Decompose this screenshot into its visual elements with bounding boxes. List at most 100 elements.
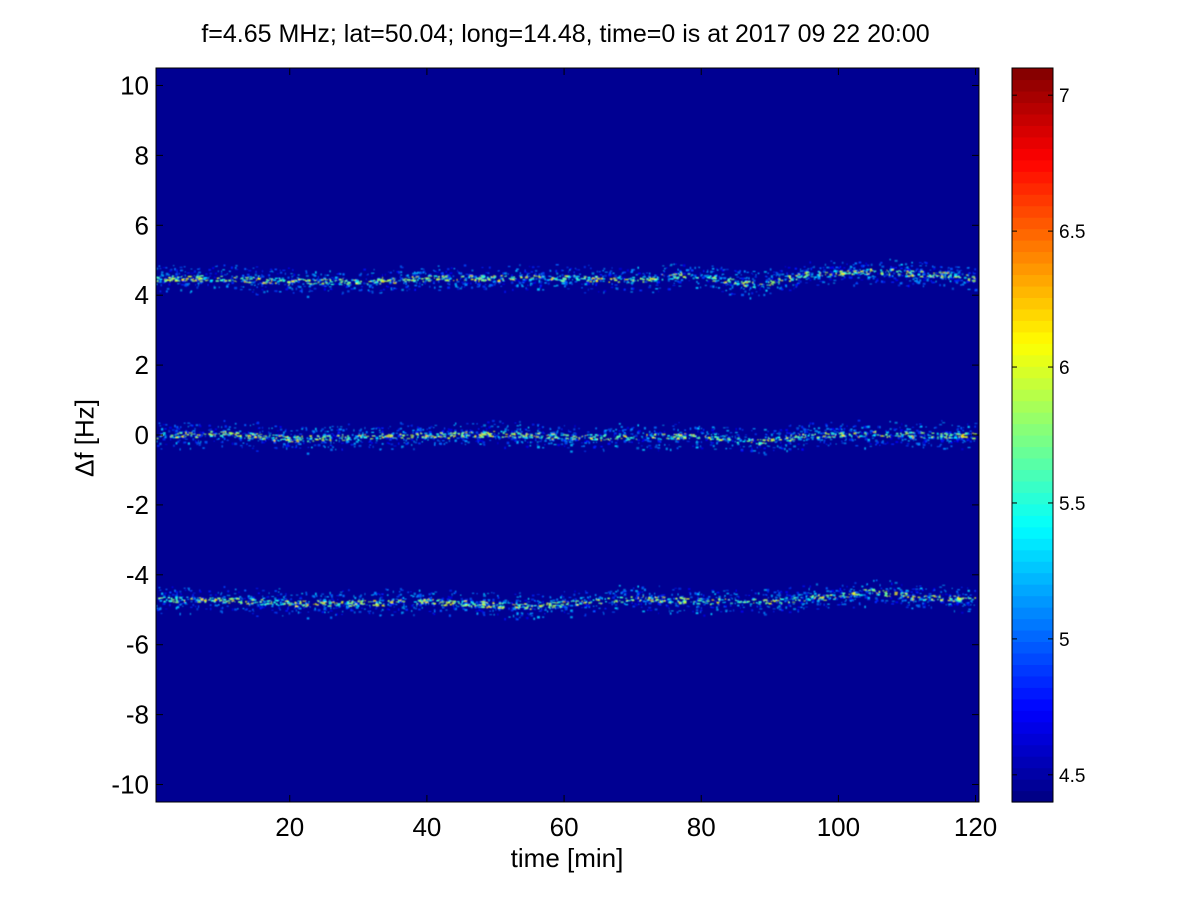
band-1-speckle — [297, 442, 300, 445]
band-2-speckle — [657, 595, 660, 599]
band-2-speckle — [214, 594, 217, 597]
band-1-speckle — [727, 436, 731, 439]
band-0-core — [264, 282, 268, 285]
band-0-speckle — [697, 282, 700, 285]
band-0-speckle — [198, 284, 199, 287]
band-1-speckle — [493, 435, 496, 437]
band-1-speckle — [190, 435, 193, 438]
band-0-speckle — [610, 286, 614, 289]
band-2-speckle — [328, 599, 331, 602]
band-0-core — [482, 279, 485, 281]
band-1-core — [761, 442, 765, 444]
band-1-speckle — [672, 433, 675, 436]
band-1-speckle — [889, 434, 892, 436]
band-0-speckle — [162, 267, 166, 269]
band-0-core — [678, 272, 680, 275]
band-0-core — [485, 279, 487, 282]
band-0-core — [205, 280, 208, 282]
band-1-speckle — [353, 437, 356, 440]
band-0-speckle — [156, 283, 158, 286]
band-1-core — [729, 439, 731, 441]
band-1-speckle — [306, 437, 310, 440]
band-1-speckle — [779, 429, 782, 431]
band-0-core — [746, 281, 749, 284]
band-0-speckle — [696, 280, 698, 283]
band-1-core — [370, 438, 374, 440]
band-1-speckle — [538, 436, 541, 438]
band-0-core — [571, 279, 574, 281]
band-2-speckle — [971, 601, 973, 603]
band-0-speckle — [841, 261, 844, 264]
band-0-speckle — [860, 264, 864, 267]
band-1-speckle — [595, 441, 598, 443]
band-0-speckle — [779, 287, 782, 290]
band-1-core — [185, 432, 187, 435]
band-0-speckle — [608, 273, 611, 276]
band-0-core — [954, 273, 958, 275]
band-0-speckle — [296, 277, 300, 279]
band-0-core — [745, 280, 747, 282]
band-2-speckle — [410, 591, 412, 593]
band-0-speckle — [908, 270, 910, 272]
band-0-speckle — [288, 267, 290, 269]
band-1-speckle — [185, 430, 188, 432]
band-0-speckle — [491, 280, 493, 282]
band-2-speckle — [331, 598, 334, 600]
band-0-speckle — [209, 272, 212, 275]
band-1-core — [551, 438, 554, 440]
band-2-speckle — [400, 589, 404, 591]
band-1-speckle — [844, 439, 847, 441]
band-0-speckle — [835, 266, 839, 269]
band-1-speckle — [736, 438, 740, 441]
band-0-core — [630, 279, 632, 281]
band-0-core — [172, 275, 175, 277]
band-0-speckle — [974, 288, 978, 292]
band-1-core — [552, 434, 556, 436]
band-1-core — [498, 432, 500, 435]
band-0-speckle — [269, 283, 273, 285]
band-0-speckle — [849, 267, 852, 270]
band-1-core — [748, 439, 752, 441]
band-0-core — [287, 281, 290, 284]
band-0-speckle — [178, 276, 182, 278]
band-1-core — [608, 439, 610, 441]
band-1-speckle — [675, 440, 678, 443]
band-0-core — [475, 277, 479, 280]
band-1-core — [410, 434, 414, 437]
band-2-speckle — [226, 605, 229, 607]
band-0-speckle — [293, 273, 296, 277]
band-1-core — [882, 435, 885, 437]
band-0-core — [973, 277, 976, 279]
band-2-speckle — [425, 603, 427, 606]
band-1-speckle — [433, 438, 435, 441]
band-2-speckle — [478, 606, 481, 608]
band-1-speckle — [927, 439, 929, 441]
band-1-speckle — [353, 429, 355, 432]
band-1-core — [839, 435, 842, 437]
band-1-speckle — [213, 432, 216, 435]
band-2-speckle — [192, 599, 195, 601]
band-1-core — [441, 436, 444, 438]
band-1-speckle — [268, 427, 270, 430]
band-1-speckle — [690, 436, 692, 438]
band-1-core — [958, 436, 960, 439]
band-1-speckle — [334, 439, 337, 441]
band-2-speckle — [165, 588, 168, 591]
band-0-speckle — [672, 285, 676, 286]
band-1-core — [234, 436, 236, 438]
band-1-speckle — [642, 432, 645, 434]
band-0-speckle — [267, 274, 270, 276]
band-0-core — [778, 280, 780, 282]
band-0-core — [341, 280, 344, 282]
band-2-speckle — [850, 595, 853, 597]
band-0-core — [246, 281, 248, 283]
band-2-speckle — [568, 596, 572, 598]
band-1-speckle — [648, 440, 652, 443]
band-0-speckle — [328, 278, 331, 280]
band-1-speckle — [793, 445, 796, 448]
band-0-core — [314, 279, 317, 282]
band-1-core — [317, 435, 319, 438]
band-0-speckle — [360, 286, 363, 288]
band-1-core — [587, 434, 590, 436]
band-0-core — [510, 276, 514, 279]
